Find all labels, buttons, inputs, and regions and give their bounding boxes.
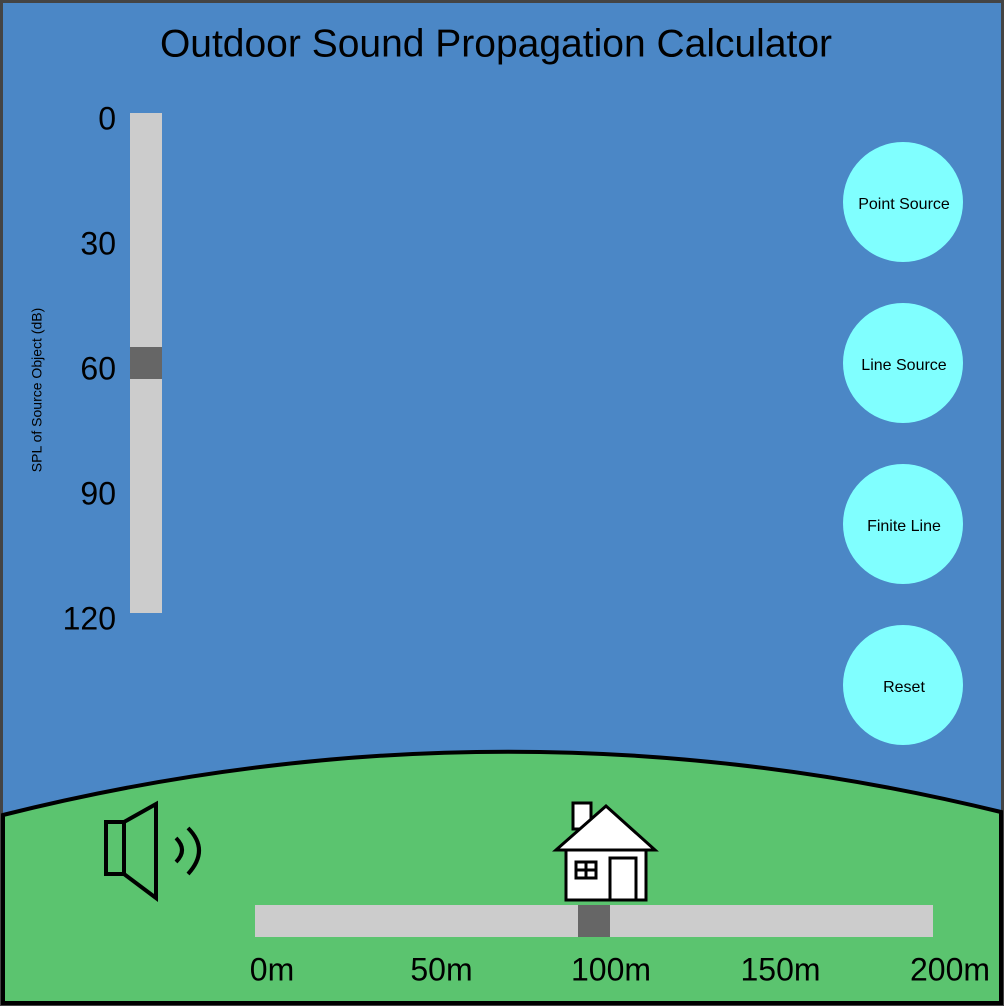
spl-tick-label: 0 [98, 100, 116, 136]
house-icon [552, 801, 659, 902]
spl-thumb[interactable] [130, 347, 162, 379]
distance-tick-label: 200m [910, 951, 990, 987]
spl-tick-label: 90 [80, 475, 116, 511]
distance-tick-label: 100m [571, 951, 651, 987]
mode-button[interactable] [843, 142, 963, 262]
spl-tick-label: 60 [80, 350, 116, 386]
button-label[interactable]: Line Source [861, 357, 946, 374]
mode-button[interactable] [843, 625, 963, 745]
distance-tick-label: 0m [250, 951, 294, 987]
ground [1, 749, 1003, 1005]
spl-tick-label: 120 [63, 600, 116, 636]
button-label[interactable]: Finite Line [867, 518, 941, 535]
button-label[interactable]: Reset [883, 679, 925, 696]
button-label[interactable]: Point Source [858, 196, 950, 213]
distance-tick-label: 50m [410, 951, 472, 987]
speaker-icon [104, 800, 201, 902]
title: Outdoor Sound Propagation Calculator [160, 22, 832, 65]
distance-thumb[interactable] [578, 905, 610, 937]
slider-label: SPL of Source Object (dB) [29, 308, 45, 472]
spl-tick-label: 30 [80, 225, 116, 261]
mode-button[interactable] [843, 464, 963, 584]
mode-button[interactable] [843, 303, 963, 423]
distance-tick-label: 150m [740, 951, 820, 987]
